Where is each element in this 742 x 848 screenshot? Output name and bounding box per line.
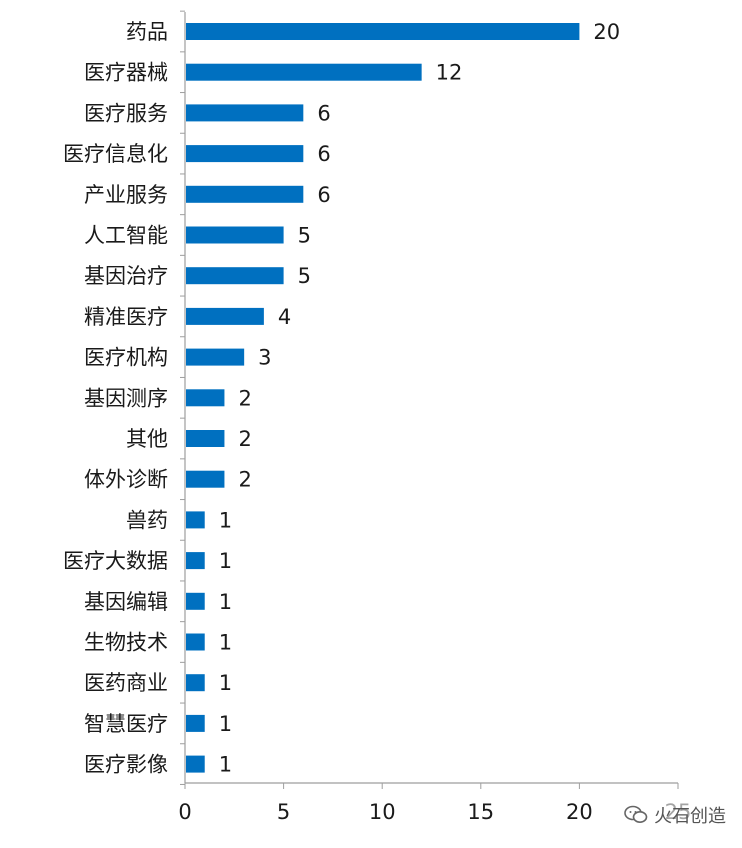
- bar: [186, 104, 304, 122]
- bar: [186, 389, 225, 407]
- bar: [186, 145, 304, 163]
- bar: [186, 185, 304, 203]
- category-label: 医疗器械: [84, 61, 168, 85]
- category-label: 人工智能: [84, 224, 168, 248]
- bar: [186, 592, 205, 610]
- category-label: 医疗服务: [84, 101, 168, 125]
- category-label: 兽药: [126, 508, 168, 532]
- data-label: 5: [298, 264, 311, 288]
- x-tick-label: 20: [566, 800, 593, 824]
- bar: [186, 633, 205, 651]
- bar: [186, 511, 205, 529]
- category-label: 医药商业: [84, 671, 168, 695]
- data-label: 1: [219, 671, 232, 695]
- category-label: 医疗影像: [84, 753, 168, 777]
- chart-axes: [180, 10, 678, 785]
- bar: [186, 23, 580, 40]
- category-label: 基因治疗: [84, 264, 168, 288]
- category-label: 体外诊断: [84, 468, 168, 492]
- x-tick-label: 10: [369, 800, 396, 824]
- bar: [186, 307, 264, 325]
- x-tick-label: 5: [277, 800, 290, 824]
- data-label: 1: [219, 753, 232, 777]
- category-label: 药品: [126, 20, 168, 44]
- wechat-icon: [624, 805, 648, 823]
- category-label: 其他: [126, 427, 168, 451]
- data-label: 1: [219, 712, 232, 736]
- category-label: 基因编辑: [84, 590, 168, 614]
- bar: [186, 267, 284, 285]
- bar: [186, 348, 245, 366]
- data-label: 6: [317, 142, 330, 166]
- data-label: 2: [238, 427, 251, 451]
- x-axis-ticks: 0510152025: [178, 783, 691, 824]
- data-label: 3: [258, 346, 271, 370]
- bar: [186, 552, 205, 570]
- data-label: 1: [219, 508, 232, 532]
- data-label: 6: [317, 183, 330, 207]
- chart-bars: [186, 23, 580, 773]
- category-label: 产业服务: [84, 183, 168, 207]
- category-label: 医疗机构: [84, 346, 168, 370]
- category-label: 医疗大数据: [63, 549, 168, 573]
- category-label: 医疗信息化: [63, 142, 168, 166]
- data-label: 5: [298, 224, 311, 248]
- data-label: 2: [238, 386, 251, 410]
- x-tick-label: 0: [178, 800, 191, 824]
- bar: [186, 674, 205, 692]
- data-label: 20: [593, 20, 620, 44]
- data-label: 1: [219, 549, 232, 573]
- bar: [186, 430, 225, 447]
- watermark: 火石创造: [620, 800, 730, 830]
- data-label: 2: [238, 468, 251, 492]
- data-label: 4: [278, 305, 291, 329]
- category-label: 基因测序: [84, 386, 168, 410]
- category-label: 精准医疗: [84, 305, 168, 329]
- bar: [186, 226, 284, 244]
- bar: [186, 714, 205, 732]
- bar: [186, 63, 422, 81]
- data-label: 6: [317, 101, 330, 125]
- category-label: 生物技术: [84, 631, 168, 655]
- data-label: 1: [219, 631, 232, 655]
- bar: [186, 755, 205, 773]
- category-label: 智慧医疗: [84, 712, 168, 736]
- data-label: 1: [219, 590, 232, 614]
- bar: [186, 470, 225, 488]
- category-labels: 药品医疗器械医疗服务医疗信息化产业服务人工智能基因治疗精准医疗医疗机构基因测序其…: [63, 20, 168, 777]
- x-tick-label: 15: [467, 800, 494, 824]
- watermark-text: 火石创造: [654, 806, 726, 827]
- data-label: 12: [436, 61, 463, 85]
